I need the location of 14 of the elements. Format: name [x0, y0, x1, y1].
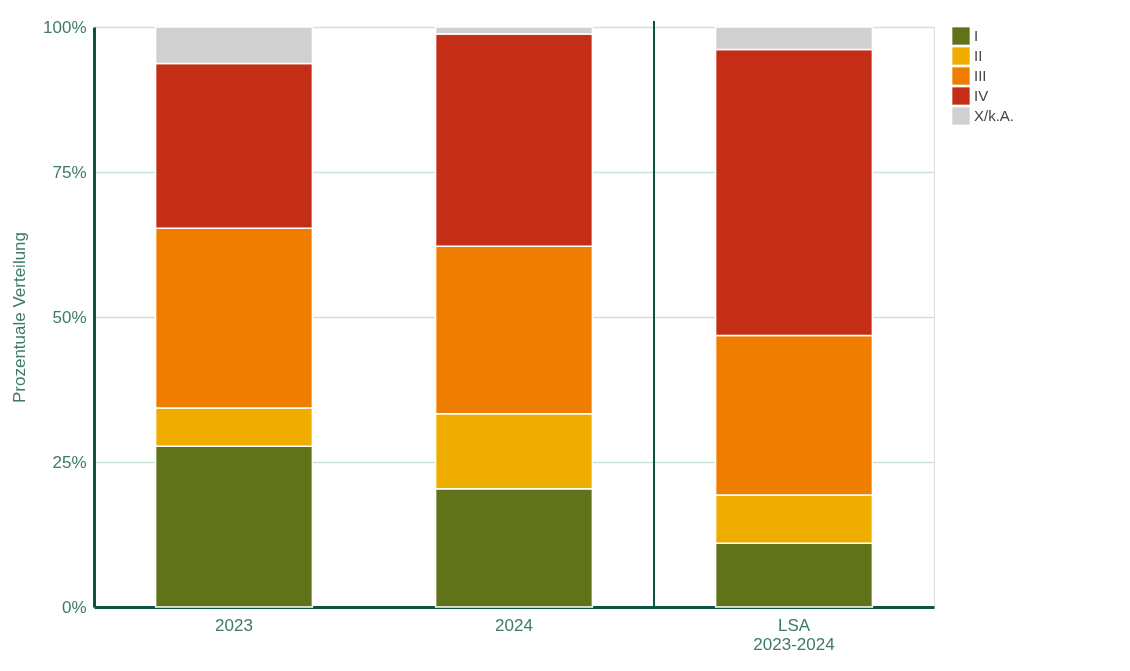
legend-label: X/k.A.	[974, 107, 1015, 124]
y-tick-label: 0%	[61, 597, 87, 617]
x-tick-label: 2024	[495, 615, 533, 635]
legend-label: II	[974, 47, 983, 64]
x-tick-label: LSA 2023-2024	[753, 615, 835, 654]
y-tick-label: 25%	[52, 452, 87, 472]
y-tick-label: 100%	[43, 17, 87, 37]
y-tick-label: 50%	[52, 307, 87, 327]
y-tick-label: 75%	[52, 162, 87, 182]
legend-label: IV	[974, 87, 989, 104]
legend-label: I	[974, 27, 979, 44]
x-tick-label: 2023	[215, 615, 253, 635]
y-axis-title: Prozentuale Verteilung	[10, 231, 30, 404]
legend-label: III	[974, 67, 987, 84]
